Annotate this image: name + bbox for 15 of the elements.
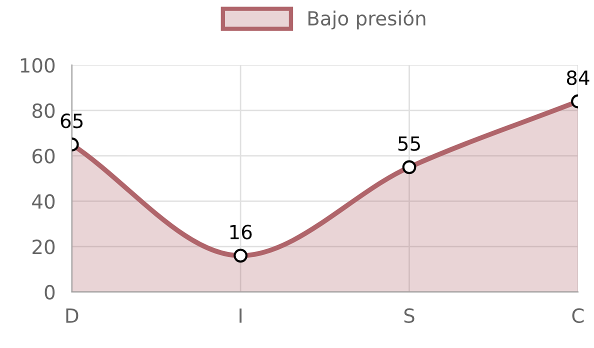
y-tick-label: 20 bbox=[32, 240, 55, 254]
y-tick-label: 60 bbox=[32, 148, 55, 164]
y-tick-label: 100 bbox=[20, 58, 55, 73]
x-tick-label: S bbox=[404, 308, 414, 323]
y-tick-label: 0 bbox=[44, 284, 55, 300]
data-label: 55 bbox=[398, 136, 420, 151]
x-tick-label: D bbox=[66, 308, 78, 323]
x-tick-label: I bbox=[240, 308, 242, 323]
data-label: 16 bbox=[230, 224, 252, 240]
legend-label: Bajo presión bbox=[308, 10, 426, 30]
data-label: 84 bbox=[566, 70, 590, 86]
x-tick-label: C bbox=[572, 308, 584, 323]
y-tick-label: 40 bbox=[32, 194, 55, 209]
data-label: 65 bbox=[60, 114, 83, 128]
y-tick-label: 80 bbox=[32, 103, 55, 118]
